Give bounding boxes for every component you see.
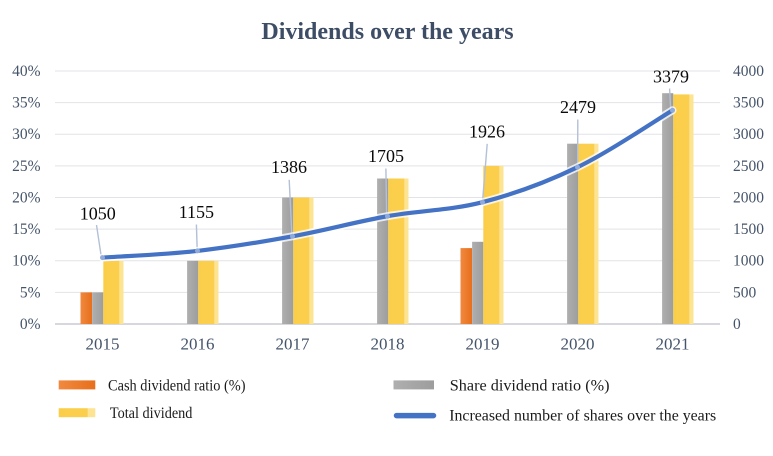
svg-text:3000: 3000 [733, 126, 764, 143]
svg-text:1386: 1386 [271, 157, 307, 177]
svg-text:2016: 2016 [181, 335, 215, 354]
svg-text:2018: 2018 [371, 335, 405, 354]
svg-text:2020: 2020 [561, 335, 595, 354]
svg-text:30%: 30% [12, 126, 41, 143]
svg-text:Share dividend ratio (%): Share dividend ratio (%) [450, 377, 610, 394]
svg-text:Total dividend: Total dividend [110, 405, 192, 422]
svg-text:35%: 35% [12, 95, 41, 112]
svg-text:10%: 10% [12, 253, 41, 270]
svg-text:3500: 3500 [733, 95, 764, 112]
svg-text:2015: 2015 [86, 335, 120, 354]
svg-text:0%: 0% [20, 316, 41, 333]
svg-text:25%: 25% [12, 158, 41, 175]
svg-text:2017: 2017 [276, 335, 311, 354]
svg-text:2479: 2479 [560, 97, 596, 117]
svg-text:1155: 1155 [179, 202, 214, 222]
svg-text:3379: 3379 [653, 66, 689, 86]
svg-text:Cash dividend ratio (%): Cash dividend ratio (%) [108, 377, 246, 394]
svg-text:5%: 5% [20, 284, 41, 301]
svg-text:2500: 2500 [733, 158, 764, 175]
svg-text:2021: 2021 [656, 335, 690, 354]
svg-text:0: 0 [733, 316, 741, 333]
svg-text:1000: 1000 [733, 253, 764, 270]
svg-text:2000: 2000 [733, 189, 764, 206]
svg-text:1705: 1705 [368, 146, 404, 166]
svg-text:Dividends over the years: Dividends over the years [261, 19, 513, 45]
svg-text:40%: 40% [12, 63, 41, 80]
svg-text:4000: 4000 [733, 63, 764, 80]
svg-text:20%: 20% [12, 189, 41, 206]
svg-text:1050: 1050 [80, 203, 116, 223]
svg-text:15%: 15% [12, 221, 41, 238]
svg-text:Increased number of shares ove: Increased number of shares over the year… [449, 408, 716, 425]
svg-text:2019: 2019 [466, 335, 500, 354]
svg-text:500: 500 [733, 284, 757, 301]
svg-text:1500: 1500 [733, 221, 764, 238]
svg-text:1926: 1926 [469, 122, 505, 142]
